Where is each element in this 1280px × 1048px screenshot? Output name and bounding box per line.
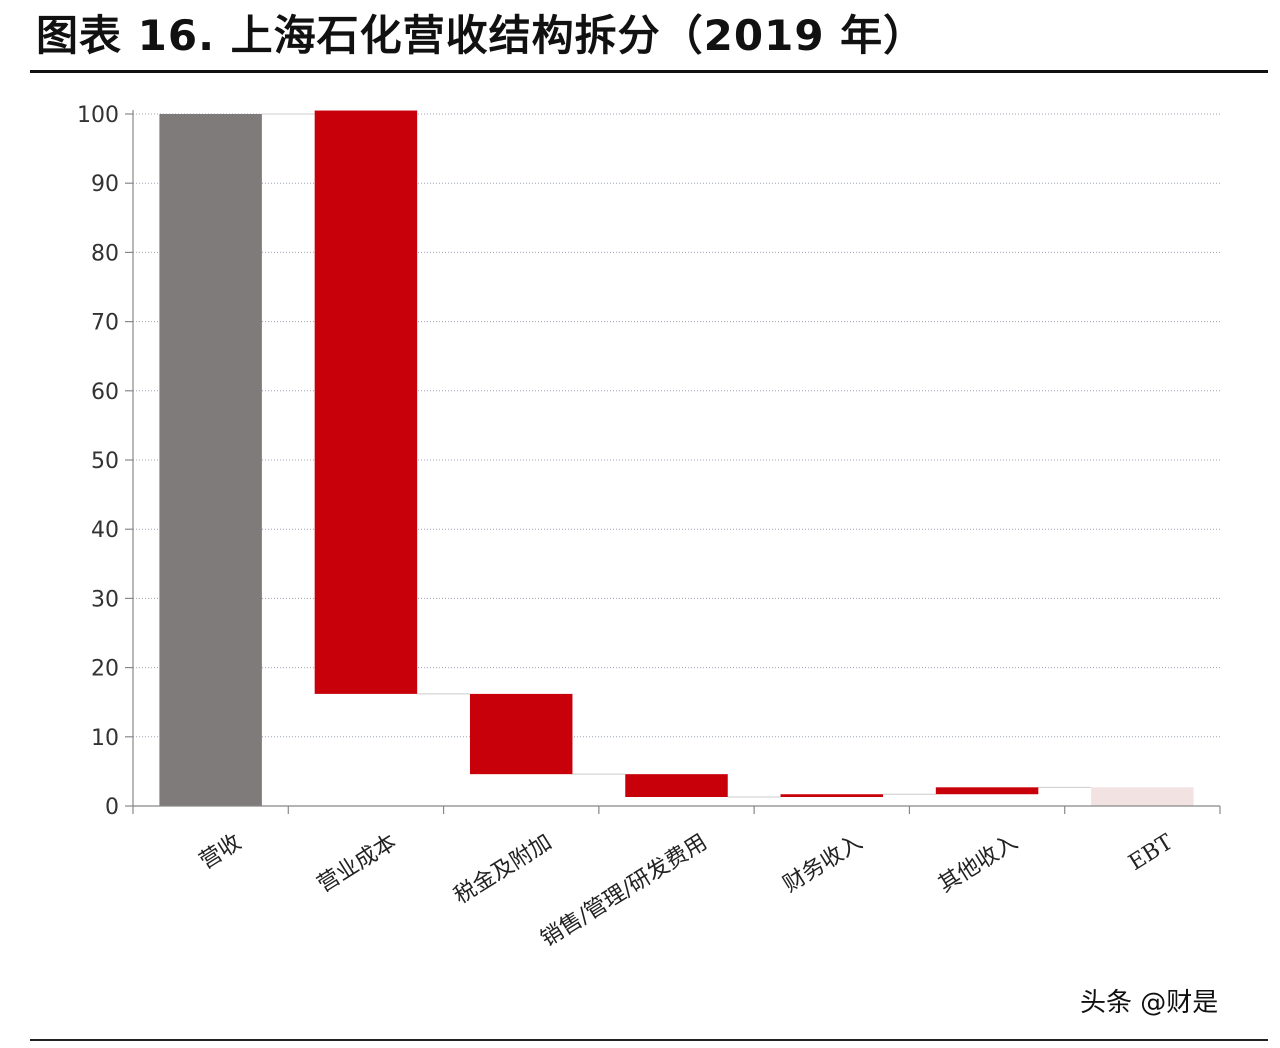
bar-2 <box>314 110 418 694</box>
category-label-5: 财务收入 <box>779 830 867 898</box>
y-tick-label-60: 60 <box>91 380 119 405</box>
y-tick-label-70: 70 <box>91 311 119 336</box>
bars <box>159 110 1194 806</box>
category-label-6: 其他收入 <box>934 830 1022 898</box>
y-tick-label-40: 40 <box>91 518 119 543</box>
y-tick-label-30: 30 <box>91 587 119 612</box>
y-tick-label-50: 50 <box>91 449 119 474</box>
category-label-7: EBT <box>1125 830 1178 876</box>
y-tick-label-90: 90 <box>91 172 119 197</box>
category-label-1: 营收 <box>195 830 246 875</box>
bar-1 <box>159 114 262 806</box>
y-tick-label-20: 20 <box>91 657 119 682</box>
bar-6 <box>935 787 1039 795</box>
bar-5 <box>780 794 884 798</box>
connector-lines <box>261 113 1092 798</box>
y-tick-label-80: 80 <box>91 241 119 266</box>
bar-7 <box>1091 787 1194 806</box>
category-label-4: 销售/管理/研发费用 <box>537 830 712 952</box>
category-label-3: 税金及附加 <box>450 830 557 910</box>
watermark-text: 头条 @财是 <box>1080 988 1219 1018</box>
bottom-rule <box>30 1039 1268 1041</box>
y-tick-label-10: 10 <box>91 726 119 751</box>
y-tick-labels: 0 10 20 30 40 50 60 70 80 90 100 <box>77 103 119 820</box>
bar-3 <box>469 693 573 775</box>
axes <box>125 110 1221 814</box>
title-underline <box>30 70 1268 73</box>
y-tick-label-100: 100 <box>77 103 119 128</box>
chart-title: 图表 16. 上海石化营收结构拆分（2019 年） <box>36 11 927 60</box>
gridlines <box>133 113 1220 738</box>
bar-4 <box>625 774 728 798</box>
y-tick-label-0: 0 <box>105 795 119 820</box>
category-label-2: 营业成本 <box>313 830 401 898</box>
